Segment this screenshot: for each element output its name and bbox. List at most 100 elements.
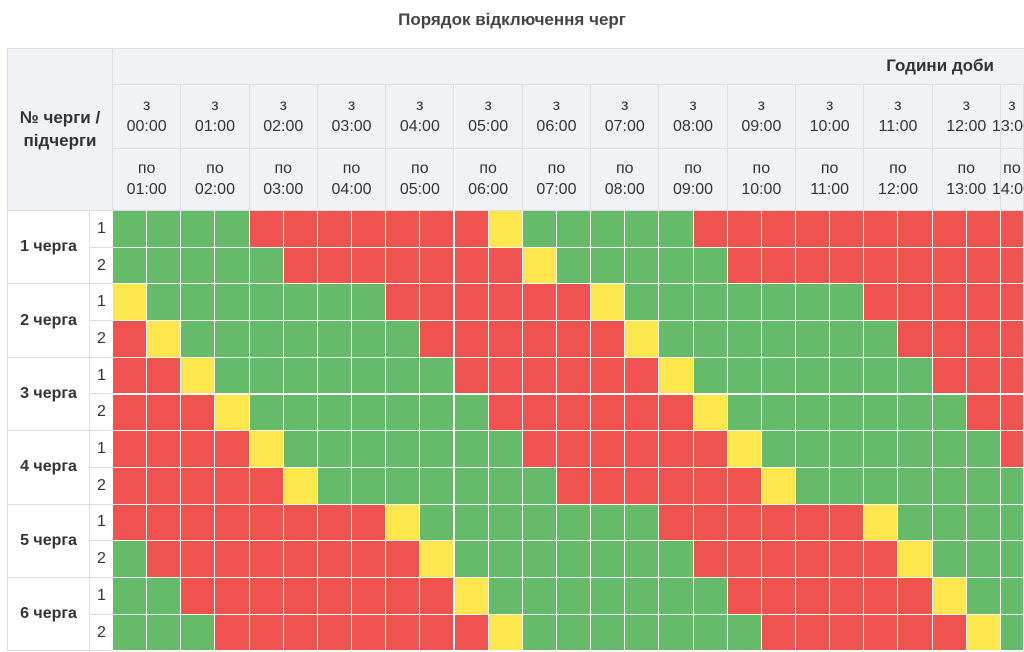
schedule-slot (420, 431, 455, 468)
schedule-slot (625, 431, 660, 468)
schedule-slot (796, 504, 831, 542)
schedule-slot (625, 357, 660, 395)
schedule-slot (796, 578, 831, 615)
schedule-slot (761, 614, 796, 652)
schedule-slot (727, 211, 762, 248)
queue-label: 6 черга (7, 578, 90, 652)
schedule-slot (966, 284, 1001, 322)
schedule-slot (454, 467, 489, 505)
hour-from-10: з 10:00 (796, 85, 865, 149)
queue-label: 4 черга (7, 431, 90, 505)
schedule-slot (761, 578, 796, 615)
schedule-slot (215, 357, 250, 395)
to-time: 08:00 (604, 180, 645, 198)
schedule-slot (113, 284, 148, 322)
schedule-slot (727, 394, 762, 432)
schedule-slot (864, 614, 899, 652)
schedule-slot (625, 284, 660, 322)
schedule-slot (761, 357, 796, 395)
schedule-slot (352, 211, 387, 248)
schedule-slot (932, 431, 967, 468)
schedule-slot (181, 504, 216, 542)
from-time: 13:00 (991, 117, 1024, 135)
schedule-slot (113, 357, 148, 395)
schedule-slot (113, 247, 148, 285)
schedule-slot (966, 394, 1001, 432)
schedule-slot (966, 211, 1001, 248)
to-prefix: по (342, 159, 361, 177)
schedule-slot (454, 394, 489, 432)
schedule-slot (932, 394, 967, 432)
schedule-slot (591, 578, 626, 615)
hour-from-2: з 02:00 (249, 85, 318, 149)
schedule-slot (966, 431, 1001, 468)
schedule-slot (420, 321, 455, 358)
schedule-slot (693, 357, 728, 395)
schedule-slot (932, 504, 967, 542)
schedule-slot (1000, 357, 1024, 395)
schedule-slot (966, 504, 1001, 542)
schedule-slot (386, 541, 421, 578)
to-prefix: по (137, 159, 156, 177)
schedule-slot (591, 467, 626, 505)
schedule-slot (113, 578, 148, 615)
schedule-slot (796, 284, 831, 322)
queue-label: 3 черга (7, 357, 90, 432)
schedule-slot (113, 431, 148, 468)
schedule-slot (591, 541, 626, 578)
schedule-slot (864, 394, 899, 432)
schedule-slot (966, 614, 1001, 652)
queue-label: 1 черга (7, 211, 90, 285)
schedule-slot (249, 394, 284, 432)
to-prefix: по (684, 159, 702, 177)
hour-from-8: з 08:00 (659, 85, 728, 149)
schedule-slot (522, 321, 557, 358)
schedule-slot (591, 211, 626, 248)
schedule-slot (420, 467, 455, 505)
from-time: 09:00 (741, 117, 782, 135)
hour-from-0: з 00:00 (113, 85, 182, 149)
schedule-slot (761, 211, 796, 248)
schedule-slot (898, 394, 933, 432)
schedule-slot (898, 504, 933, 542)
schedule-slot (522, 394, 557, 432)
schedule-slot (454, 247, 489, 285)
schedule-slot (454, 541, 489, 578)
schedule-slot (1000, 578, 1024, 615)
schedule-slot (113, 504, 148, 542)
schedule-slot (693, 321, 728, 358)
schedule-slot (727, 578, 762, 615)
schedule-slot (317, 394, 353, 432)
from-prefix: з (211, 96, 219, 114)
schedule-slot (522, 504, 557, 542)
queue-header: № черги / підчерги (7, 48, 113, 211)
schedule-slot (522, 284, 557, 322)
schedule-slot (1000, 467, 1024, 505)
schedule-slot (556, 467, 592, 505)
schedule-slot (249, 284, 284, 322)
schedule-slot (420, 247, 455, 285)
schedule-slot (830, 247, 865, 285)
schedule-slot (522, 247, 557, 285)
schedule-slot (283, 284, 318, 322)
schedule-slot (113, 321, 148, 358)
schedule-slot (386, 284, 421, 322)
schedule-slot (488, 321, 523, 358)
schedule-slot (966, 467, 1001, 505)
schedule-slot (761, 504, 796, 542)
to-prefix: по (1003, 159, 1021, 177)
schedule-slot (796, 211, 831, 248)
to-time: 13:00 (946, 180, 987, 198)
schedule-slot (215, 578, 250, 615)
schedule-slot (932, 284, 967, 322)
queue-label: 5 черга (7, 504, 90, 578)
schedule-slot (693, 467, 728, 505)
schedule-slot (898, 541, 933, 578)
hour-from-12: з 12:00 (932, 85, 1001, 149)
schedule-slot (283, 247, 318, 285)
schedule-slot (488, 357, 523, 395)
from-prefix: з (825, 96, 834, 114)
schedule-slot (966, 247, 1001, 285)
to-time: 14:00 (991, 180, 1024, 198)
schedule-slot (693, 247, 728, 285)
